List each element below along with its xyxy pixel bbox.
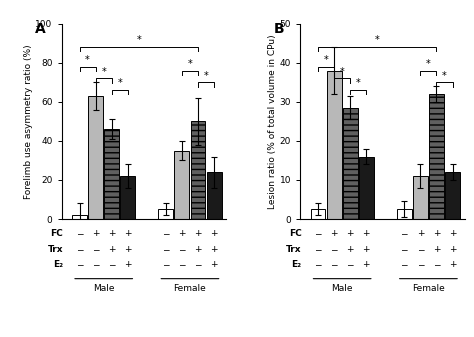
Bar — [88, 96, 103, 219]
Text: −: − — [162, 245, 170, 254]
Text: −: − — [401, 229, 408, 238]
Bar — [327, 70, 342, 219]
Text: Trx: Trx — [286, 245, 301, 254]
Text: −: − — [76, 261, 83, 270]
Text: B: B — [274, 22, 284, 36]
Text: Female: Female — [173, 283, 206, 293]
Text: −: − — [178, 245, 186, 254]
Text: −: − — [346, 261, 354, 270]
Text: +: + — [346, 245, 354, 254]
Text: +: + — [124, 229, 132, 238]
Text: FC: FC — [289, 229, 301, 238]
Text: *: * — [340, 67, 345, 77]
Text: −: − — [76, 245, 83, 254]
Text: +: + — [433, 229, 440, 238]
Text: Male: Male — [93, 283, 114, 293]
Text: −: − — [330, 261, 338, 270]
Text: *: * — [118, 79, 122, 89]
Text: +: + — [124, 261, 132, 270]
Bar — [413, 176, 428, 219]
Bar — [359, 156, 374, 219]
Bar — [104, 129, 119, 219]
Bar — [310, 209, 326, 219]
Bar — [72, 215, 87, 219]
Text: +: + — [108, 245, 116, 254]
Text: +: + — [433, 245, 440, 254]
Text: −: − — [401, 261, 408, 270]
Bar — [445, 172, 460, 219]
Text: +: + — [363, 245, 370, 254]
Text: +: + — [449, 245, 456, 254]
Bar — [158, 209, 173, 219]
Text: +: + — [363, 261, 370, 270]
Text: Trx: Trx — [47, 245, 63, 254]
Bar — [120, 176, 136, 219]
Text: −: − — [314, 245, 322, 254]
Text: +: + — [346, 229, 354, 238]
Text: FC: FC — [50, 229, 63, 238]
Text: Male: Male — [331, 283, 353, 293]
Text: −: − — [194, 261, 202, 270]
Text: *: * — [188, 59, 192, 69]
Text: A: A — [35, 22, 46, 36]
Text: −: − — [76, 229, 83, 238]
Text: −: − — [178, 261, 186, 270]
Text: *: * — [426, 59, 431, 69]
Bar — [429, 94, 444, 219]
Text: *: * — [375, 35, 380, 45]
Text: −: − — [314, 261, 322, 270]
Text: +: + — [449, 261, 456, 270]
Bar — [191, 121, 206, 219]
Text: −: − — [108, 261, 116, 270]
Text: −: − — [433, 261, 440, 270]
Text: +: + — [178, 229, 186, 238]
Text: *: * — [356, 79, 361, 89]
Text: E₂: E₂ — [292, 261, 301, 270]
Text: +: + — [210, 261, 218, 270]
Bar — [174, 151, 190, 219]
Text: +: + — [210, 229, 218, 238]
Bar — [397, 209, 412, 219]
Text: −: − — [162, 261, 170, 270]
Text: −: − — [92, 261, 100, 270]
Y-axis label: Lesion ratio (% of total volume in CPu): Lesion ratio (% of total volume in CPu) — [268, 34, 277, 209]
Text: +: + — [124, 245, 132, 254]
Text: +: + — [330, 229, 338, 238]
Text: +: + — [417, 229, 424, 238]
Text: +: + — [194, 229, 202, 238]
Text: −: − — [314, 229, 322, 238]
Text: E₂: E₂ — [53, 261, 63, 270]
Bar — [343, 108, 358, 219]
Text: +: + — [194, 245, 202, 254]
Text: *: * — [101, 67, 106, 77]
Text: −: − — [92, 245, 100, 254]
Text: −: − — [417, 261, 424, 270]
Text: +: + — [210, 245, 218, 254]
Text: *: * — [204, 71, 209, 81]
Text: *: * — [85, 55, 90, 65]
Text: +: + — [449, 229, 456, 238]
Text: +: + — [108, 229, 116, 238]
Text: +: + — [363, 229, 370, 238]
Text: *: * — [324, 55, 328, 65]
Bar — [207, 172, 221, 219]
Text: −: − — [162, 229, 170, 238]
Text: +: + — [92, 229, 100, 238]
Text: *: * — [442, 71, 447, 81]
Y-axis label: Forelimb use asymmetry ratio (%): Forelimb use asymmetry ratio (%) — [24, 44, 33, 198]
Text: −: − — [417, 245, 424, 254]
Text: −: − — [401, 245, 408, 254]
Text: Female: Female — [412, 283, 445, 293]
Text: −: − — [330, 245, 338, 254]
Text: *: * — [137, 35, 141, 45]
